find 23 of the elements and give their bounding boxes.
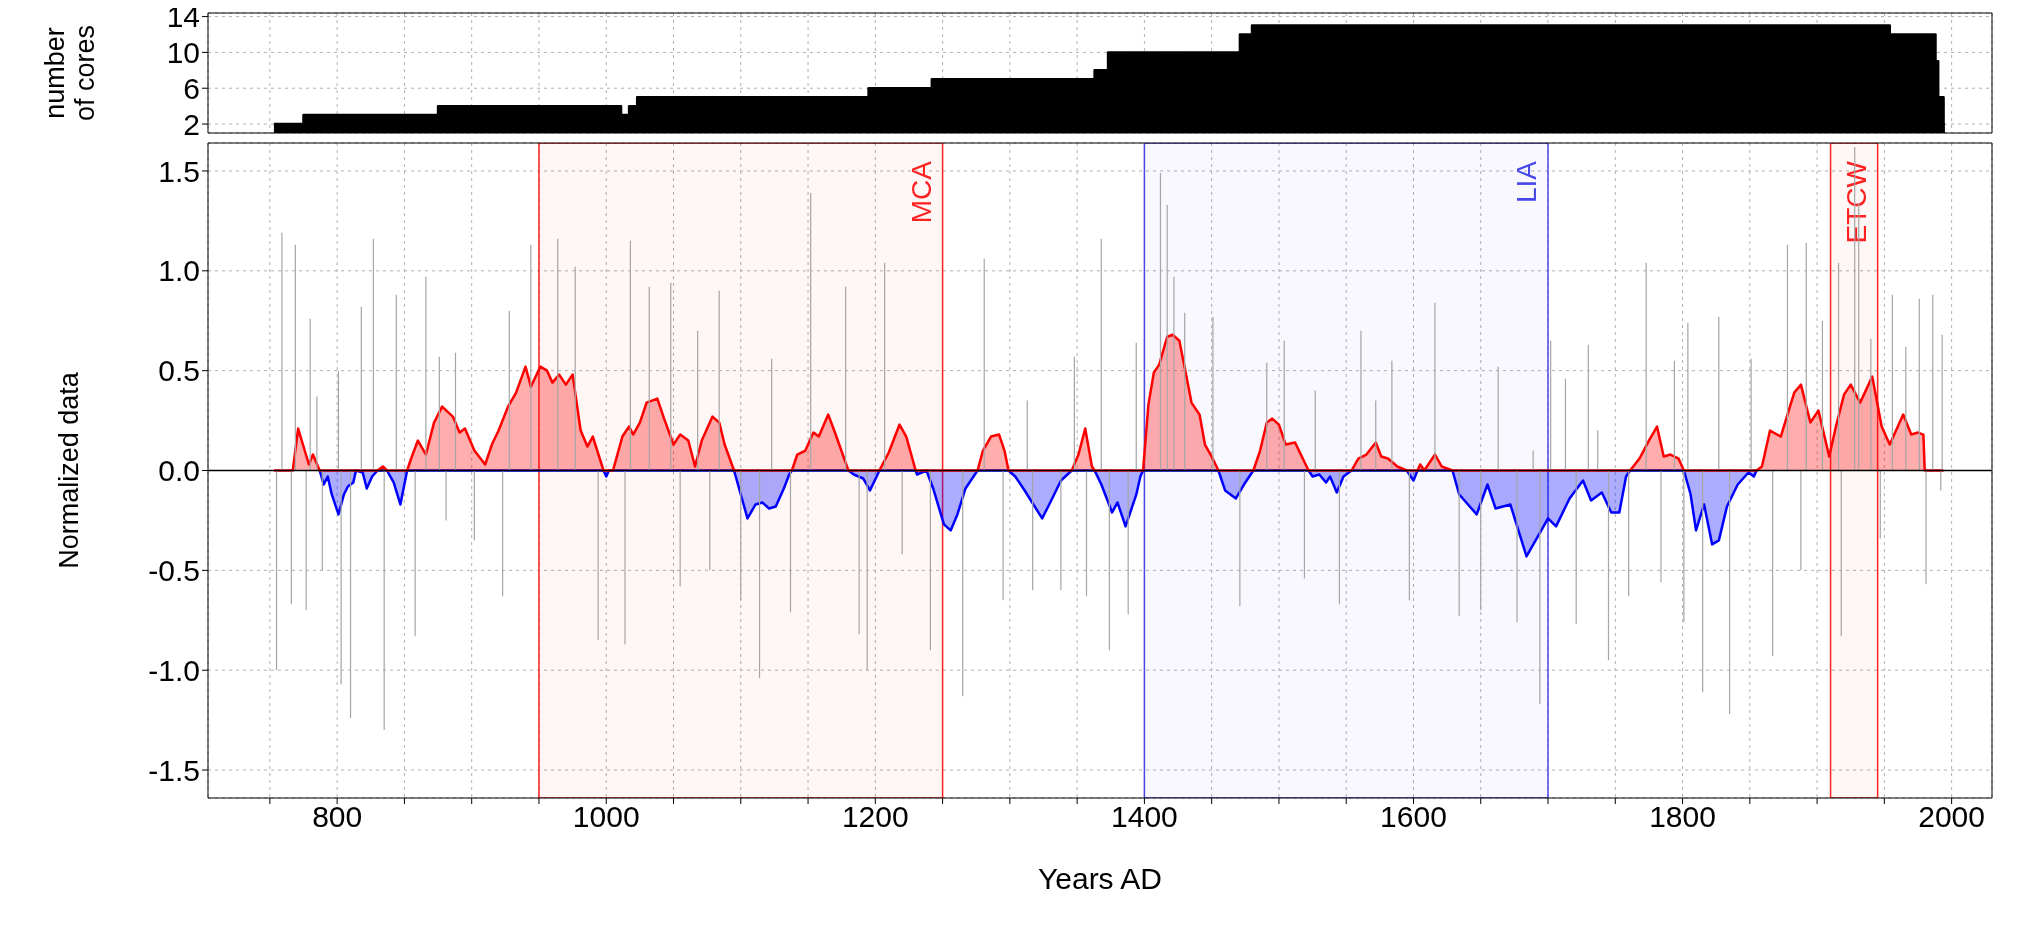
y-tick-label: 2 bbox=[183, 107, 200, 141]
x-tick-label: 1200 bbox=[841, 800, 909, 834]
y-tick-label: 10 bbox=[166, 36, 200, 70]
y-axis-title: Normalized data bbox=[54, 371, 84, 569]
y-tick-label: 1.0 bbox=[158, 254, 200, 288]
y-axis-title: number of cores bbox=[40, 24, 100, 122]
y-tick-label: 0.5 bbox=[158, 354, 200, 388]
band-label: LIA bbox=[1511, 160, 1543, 204]
y-tick-label: -1.5 bbox=[148, 753, 200, 787]
x-tick-label: 1000 bbox=[572, 800, 640, 834]
x-axis-title: Years AD bbox=[1038, 862, 1162, 896]
y-tick-label: 6 bbox=[183, 71, 200, 105]
x-tick-label: 1800 bbox=[1649, 800, 1716, 834]
x-tick-label: 1400 bbox=[1111, 800, 1178, 834]
y-tick-label: -1.0 bbox=[148, 653, 200, 687]
band-label: ETCW bbox=[1840, 160, 1872, 244]
band-label: MCA bbox=[905, 160, 937, 224]
y-tick-label: -0.5 bbox=[148, 554, 200, 587]
y-tick-label: 0.0 bbox=[158, 454, 200, 488]
x-tick-label: 2000 bbox=[1918, 800, 1986, 834]
x-tick-label: 800 bbox=[312, 800, 363, 834]
x-tick-label: 1600 bbox=[1380, 800, 1447, 834]
y-tick-label: 1.5 bbox=[158, 154, 200, 188]
